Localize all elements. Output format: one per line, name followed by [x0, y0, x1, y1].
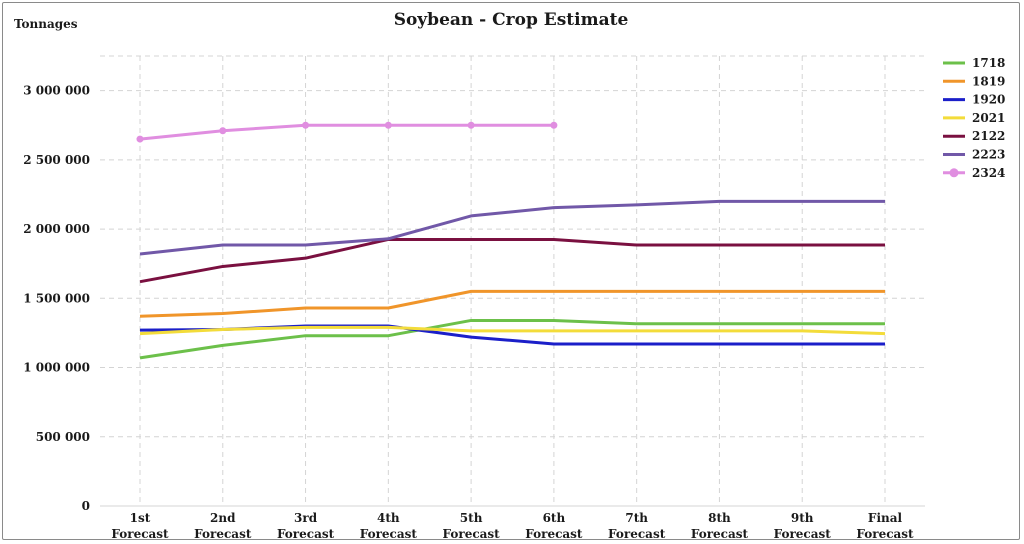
x-tick-label: 3rd Forecast: [277, 511, 335, 541]
y-tick-label: 500 000: [36, 430, 90, 444]
data-point-2324: [136, 135, 144, 143]
x-tick-label: 6th Forecast: [525, 511, 583, 541]
chart-title: Soybean - Crop Estimate: [394, 10, 629, 30]
data-point-2324: [550, 121, 558, 129]
legend-label-2324: 2324: [972, 166, 1005, 180]
y-tick-label: 2 000 000: [23, 222, 90, 236]
x-tick-label: 1st Forecast: [111, 511, 169, 541]
x-tick-label-line: Forecast: [856, 527, 914, 541]
x-tick-label-line: Forecast: [443, 527, 501, 541]
series-lines: [136, 121, 886, 360]
y-tick-label: 3 000 000: [23, 84, 90, 98]
series-line-1819: [139, 289, 885, 318]
x-tick-label: 9th Forecast: [774, 511, 832, 541]
x-tick-label-line: 3rd: [294, 511, 318, 525]
x-axis-ticks: 1st Forecast 2nd Forecast 3rd Forecast 4th Fore…: [111, 511, 914, 541]
series-line-2223: [139, 199, 885, 256]
x-tick-label-line: Forecast: [608, 527, 666, 541]
legend-marker-2324: [949, 168, 959, 178]
x-tick-label: Final Forecast: [856, 511, 914, 541]
y-tick-label: 0: [82, 499, 90, 513]
series-line-2122: [139, 237, 885, 284]
data-point-2324: [302, 121, 310, 129]
legend-label-2021: 2021: [972, 111, 1005, 125]
x-tick-label: 4th Forecast: [360, 511, 418, 541]
y-tick-label: 1 500 000: [23, 291, 90, 305]
x-tick-label-line: Forecast: [194, 527, 252, 541]
x-tick-label-line: 5th: [460, 511, 483, 525]
x-tick-label-line: Forecast: [111, 527, 169, 541]
data-point-2324: [384, 121, 392, 129]
legend: 1718 1819 1920 2021 2122 2223 2324: [943, 56, 1005, 180]
y-tick-label: 2 500 000: [23, 153, 90, 167]
data-point-2324: [219, 127, 227, 135]
legend-label-1718: 1718: [972, 56, 1005, 70]
x-tick-label: 5th Forecast: [443, 511, 501, 541]
x-tick-label-line: 2nd: [210, 511, 236, 525]
legend-label-2223: 2223: [972, 148, 1005, 162]
x-tick-label-line: 6th: [543, 511, 566, 525]
x-tick-label-line: Forecast: [774, 527, 832, 541]
y-tick-label: 1 000 000: [23, 361, 90, 375]
y-axis-ticks: 0 500 000 1 000 000 1 500 000 2 000 000 2 500…: [23, 84, 90, 513]
x-tick-label-line: Forecast: [525, 527, 583, 541]
x-tick-label-line: 1st: [130, 511, 151, 525]
series-line-2324: [139, 123, 554, 141]
legend-label-1920: 1920: [972, 93, 1005, 107]
x-tick-label: 7th Forecast: [608, 511, 666, 541]
legend-label-1819: 1819: [972, 74, 1005, 88]
x-tick-label-line: Forecast: [360, 527, 418, 541]
series-line-2021: [139, 325, 886, 336]
series-line-1718: [139, 318, 885, 360]
x-tick-label-line: 8th: [708, 511, 731, 525]
gridlines: [100, 55, 925, 507]
x-tick-label-line: 7th: [625, 511, 648, 525]
y-axis-label: Tonnages: [14, 17, 78, 31]
x-tick-label-line: Final: [868, 511, 903, 525]
data-point-2324: [467, 121, 475, 129]
legend-label-2122: 2122: [972, 129, 1005, 143]
x-tick-label-line: Forecast: [691, 527, 749, 541]
x-tick-label-line: Forecast: [277, 527, 335, 541]
x-tick-label-line: 9th: [791, 511, 814, 525]
x-tick-label: 2nd Forecast: [194, 511, 252, 541]
x-tick-label: 8th Forecast: [691, 511, 749, 541]
x-tick-label-line: 4th: [377, 511, 400, 525]
